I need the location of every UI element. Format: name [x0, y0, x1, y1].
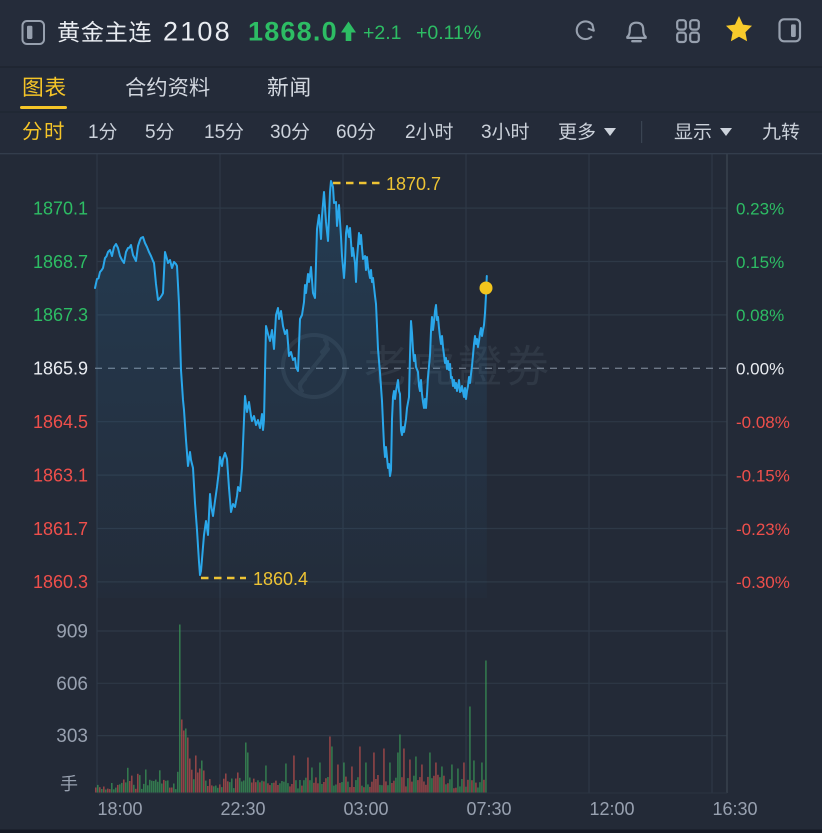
- svg-text:2108: 2108: [163, 17, 232, 47]
- svg-text:1868.7: 1868.7: [33, 252, 88, 272]
- svg-text:1870.7: 1870.7: [386, 174, 441, 194]
- svg-text:18:00: 18:00: [97, 799, 142, 819]
- svg-text:0.15%: 0.15%: [736, 253, 784, 272]
- svg-text:0.23%: 0.23%: [736, 199, 784, 218]
- svg-text:606: 606: [56, 674, 88, 695]
- svg-text:+2.1: +2.1: [363, 22, 402, 44]
- svg-text:03:00: 03:00: [343, 799, 388, 819]
- svg-text:15: 15: [204, 122, 225, 143]
- svg-text:12:00: 12:00: [589, 799, 634, 819]
- svg-text:-0.30%: -0.30%: [736, 573, 790, 592]
- svg-text:0.00%: 0.00%: [736, 360, 784, 379]
- svg-text:1860.4: 1860.4: [253, 569, 308, 589]
- svg-text:60: 60: [336, 122, 357, 143]
- svg-text:22:30: 22:30: [220, 799, 265, 819]
- svg-text:1: 1: [88, 122, 99, 143]
- svg-text:303: 303: [56, 726, 88, 747]
- svg-text:30: 30: [270, 122, 291, 143]
- svg-text:5: 5: [145, 122, 156, 143]
- svg-text:3: 3: [481, 122, 492, 143]
- svg-text:1868.0: 1868.0: [248, 17, 338, 47]
- svg-text:-0.08%: -0.08%: [736, 413, 790, 432]
- svg-text:1864.5: 1864.5: [33, 412, 88, 432]
- svg-text:16:30: 16:30: [712, 799, 757, 819]
- svg-text:1861.7: 1861.7: [33, 519, 88, 539]
- svg-text:-0.23%: -0.23%: [736, 520, 790, 539]
- svg-text:07:30: 07:30: [466, 799, 511, 819]
- svg-text:-0.15%: -0.15%: [736, 466, 790, 485]
- svg-text:0.08%: 0.08%: [736, 306, 784, 325]
- svg-text:1867.3: 1867.3: [33, 305, 88, 325]
- svg-text:1865.9: 1865.9: [33, 359, 88, 379]
- svg-text:1870.1: 1870.1: [33, 198, 88, 218]
- svg-text:909: 909: [56, 622, 88, 643]
- svg-text:1863.1: 1863.1: [33, 465, 88, 485]
- svg-text:2: 2: [405, 122, 416, 143]
- svg-text:1860.3: 1860.3: [33, 572, 88, 592]
- svg-text:+0.11%: +0.11%: [416, 22, 481, 44]
